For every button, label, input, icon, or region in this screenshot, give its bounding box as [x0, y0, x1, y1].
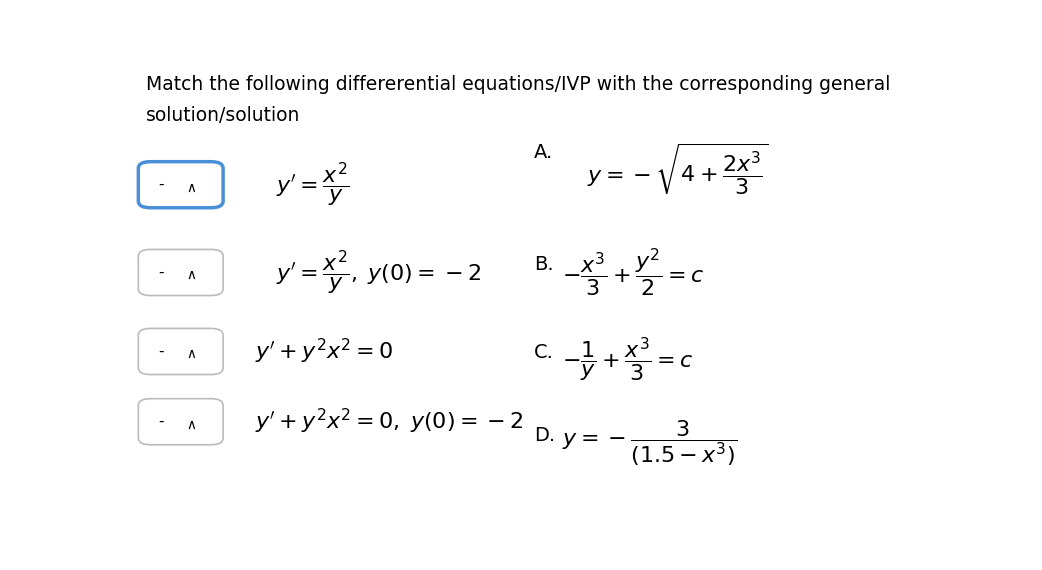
FancyBboxPatch shape: [139, 328, 223, 374]
Text: $y' + y^2x^2 = 0$: $y' + y^2x^2 = 0$: [255, 337, 394, 366]
Text: -: -: [158, 414, 164, 429]
Text: $-\dfrac{1}{y} + \dfrac{x^3}{3} = c$: $-\dfrac{1}{y} + \dfrac{x^3}{3} = c$: [563, 336, 694, 384]
Text: $y' = \dfrac{x^2}{y},\; y(0) = -2$: $y' = \dfrac{x^2}{y},\; y(0) = -2$: [275, 249, 480, 296]
Text: B.: B.: [535, 255, 553, 274]
Text: ∨: ∨: [184, 416, 195, 430]
Text: -: -: [158, 177, 164, 192]
FancyBboxPatch shape: [139, 162, 223, 207]
Text: $y' = \dfrac{x^2}{y}$: $y' = \dfrac{x^2}{y}$: [275, 161, 349, 209]
Text: ∨: ∨: [184, 345, 195, 359]
Text: $y = -\sqrt{4 + \dfrac{2x^3}{3}}$: $y = -\sqrt{4 + \dfrac{2x^3}{3}}$: [587, 141, 768, 197]
Text: C.: C.: [535, 343, 554, 362]
Text: ∨: ∨: [184, 178, 195, 193]
FancyBboxPatch shape: [139, 398, 223, 445]
Text: A.: A.: [535, 143, 553, 162]
Text: $-\dfrac{x^3}{3} + \dfrac{y^2}{2} = c$: $-\dfrac{x^3}{3} + \dfrac{y^2}{2} = c$: [563, 246, 704, 299]
Text: solution/solution: solution/solution: [146, 105, 301, 125]
Text: ∨: ∨: [184, 266, 195, 280]
Text: $y' + y^2x^2 = 0,\; y(0) = -2$: $y' + y^2x^2 = 0,\; y(0) = -2$: [255, 407, 524, 436]
Text: D.: D.: [535, 426, 555, 445]
Text: Match the following differerential equations/IVP with the corresponding general: Match the following differerential equat…: [146, 75, 891, 94]
Text: -: -: [158, 344, 164, 359]
FancyBboxPatch shape: [139, 250, 223, 295]
Text: -: -: [158, 265, 164, 280]
Text: $y = -\dfrac{3}{(1.5 - x^3)}$: $y = -\dfrac{3}{(1.5 - x^3)}$: [563, 419, 738, 469]
